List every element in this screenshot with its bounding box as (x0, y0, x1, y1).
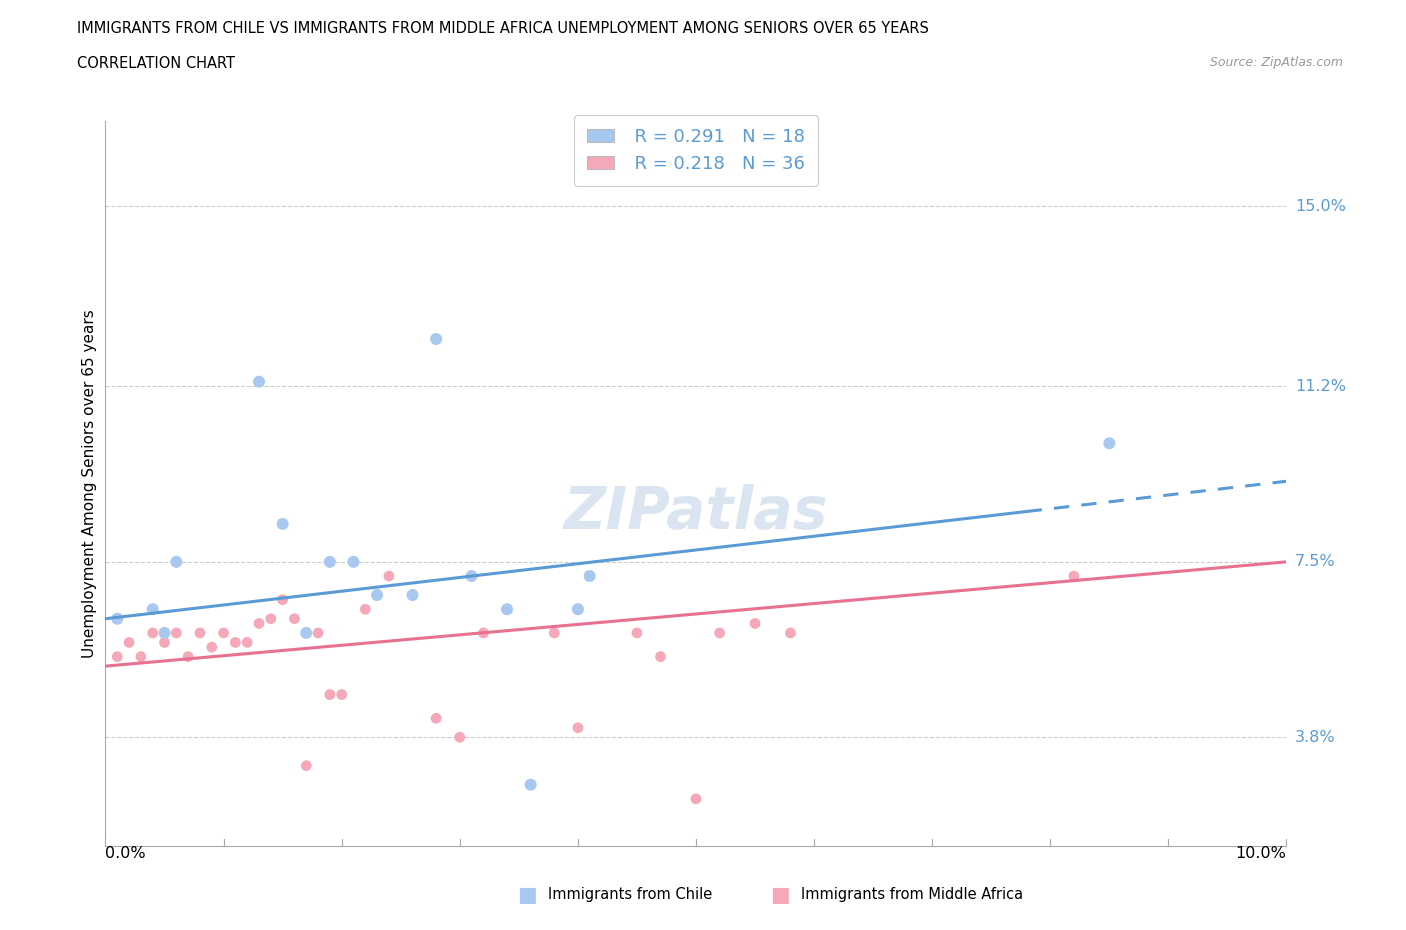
Point (247, 374, 270, 389)
Point (330, 687, 353, 702)
Point (449, 730, 471, 745)
Point (626, 626, 648, 641)
Point (188, 626, 211, 641)
Point (165, 626, 187, 641)
Point (295, 626, 318, 641)
Text: ■: ■ (770, 884, 790, 905)
Point (283, 611, 305, 626)
Point (460, 568, 482, 583)
Point (271, 592, 294, 607)
Point (319, 554, 342, 569)
Text: ■: ■ (517, 884, 537, 905)
Point (685, 791, 707, 806)
Text: CORRELATION CHART: CORRELATION CHART (77, 56, 235, 71)
Point (129, 649, 152, 664)
Point (366, 588, 388, 603)
Point (578, 568, 600, 583)
Point (401, 588, 423, 603)
Text: IMMIGRANTS FROM CHILE VS IMMIGRANTS FROM MIDDLE AFRICA UNEMPLOYMENT AMONG SENIOR: IMMIGRANTS FROM CHILE VS IMMIGRANTS FROM… (77, 21, 929, 36)
Point (236, 635, 259, 650)
Text: 10.0%: 10.0% (1236, 846, 1286, 861)
Point (295, 758, 318, 773)
Point (271, 516, 294, 531)
Legend:   R = 0.291   N = 18,   R = 0.218   N = 36: R = 0.291 N = 18, R = 0.218 N = 36 (574, 115, 818, 186)
Point (153, 635, 176, 650)
Y-axis label: Unemployment Among Seniors over 65 years: Unemployment Among Seniors over 65 years (82, 309, 97, 658)
Point (260, 611, 283, 626)
Point (378, 568, 401, 583)
Point (165, 554, 187, 569)
Text: 15.0%: 15.0% (1295, 199, 1346, 214)
Point (779, 626, 801, 641)
Point (567, 602, 589, 617)
Point (425, 711, 447, 725)
Point (307, 626, 329, 641)
Point (224, 635, 246, 650)
Text: Immigrants from Chile: Immigrants from Chile (548, 887, 713, 902)
Point (543, 626, 565, 641)
Text: 7.5%: 7.5% (1295, 554, 1336, 569)
Point (142, 626, 165, 641)
Point (201, 640, 224, 655)
Text: Immigrants from Middle Africa: Immigrants from Middle Africa (801, 887, 1024, 902)
Point (650, 649, 672, 664)
Text: 0.0%: 0.0% (105, 846, 146, 861)
Point (472, 626, 495, 641)
Point (496, 602, 519, 617)
Point (354, 602, 377, 617)
Point (425, 332, 447, 347)
Text: 3.8%: 3.8% (1295, 730, 1336, 745)
Text: 11.2%: 11.2% (1295, 379, 1346, 394)
Point (519, 777, 541, 792)
Point (105, 649, 128, 664)
Point (342, 554, 364, 569)
Text: Source: ZipAtlas.com: Source: ZipAtlas.com (1209, 56, 1343, 69)
Point (1063, 568, 1085, 583)
Point (177, 649, 200, 664)
Point (319, 687, 342, 702)
Point (212, 626, 235, 641)
Point (153, 626, 176, 641)
Point (1098, 436, 1121, 451)
Point (709, 626, 731, 641)
Point (247, 616, 270, 631)
Point (105, 611, 128, 626)
Point (744, 616, 766, 631)
Point (118, 635, 141, 650)
Point (142, 602, 165, 617)
Point (496, 602, 519, 617)
Point (401, 588, 423, 603)
Text: ZIPatlas: ZIPatlas (564, 485, 828, 541)
Point (567, 721, 589, 736)
